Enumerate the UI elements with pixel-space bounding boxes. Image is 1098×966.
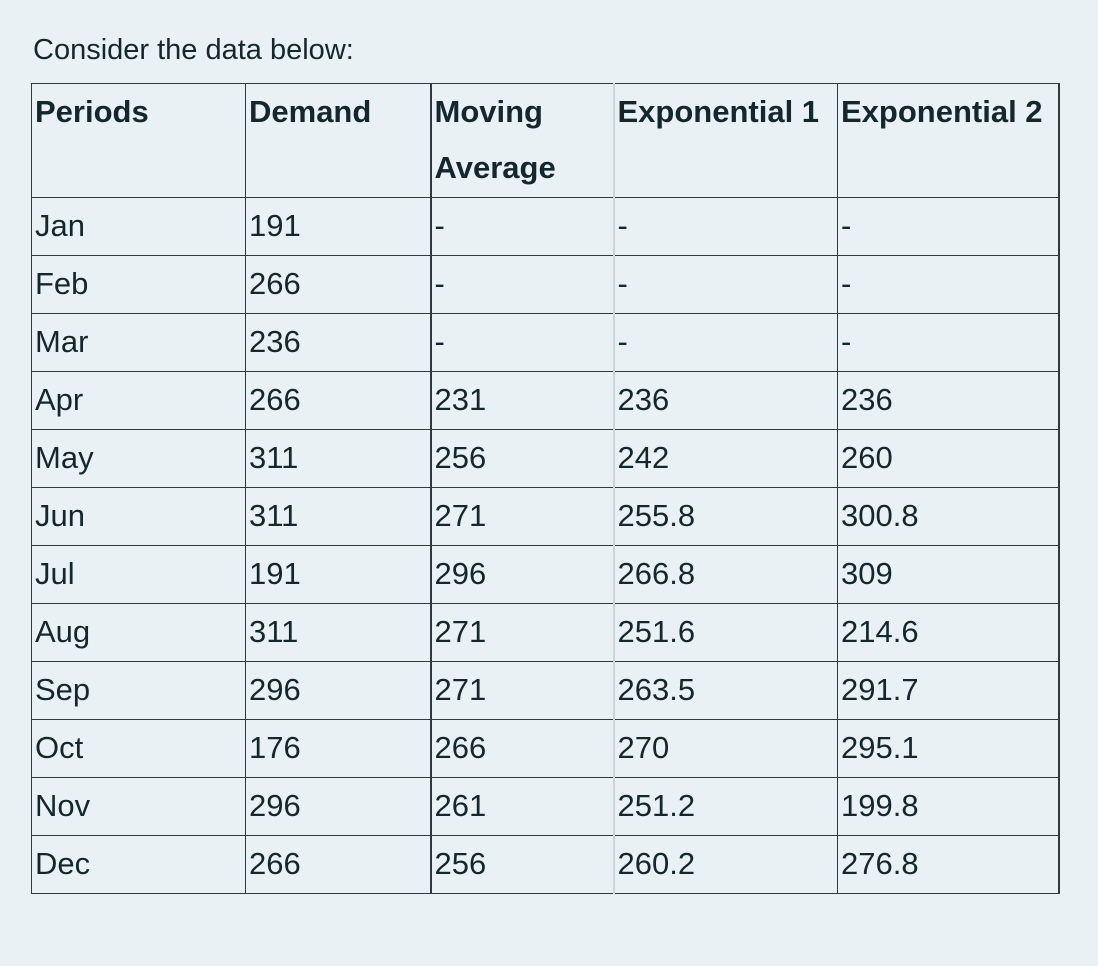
column-header-exponential-2: Exponential 2 [837, 83, 1059, 198]
cell-moving-average: 271 [429, 661, 614, 720]
cell-moving-average: 271 [429, 487, 614, 546]
table-row: Dec 266 256 260.2 276.8 [31, 835, 1059, 894]
cell-exponential-2: 214.6 [837, 603, 1059, 662]
cell-exponential-2: 295.1 [837, 719, 1059, 778]
cell-exponential-2: 300.8 [837, 487, 1059, 546]
cell-exponential-1: 266.8 [612, 545, 838, 604]
table-body: Jan 191 - - - Feb 266 - - - Mar 236 - - … [31, 197, 1059, 894]
header-row: Periods Demand Moving Average Exponentia… [31, 83, 1059, 198]
cell-demand: 191 [245, 545, 431, 604]
cell-period: Aug [31, 603, 246, 662]
cell-moving-average: - [429, 313, 614, 372]
table-row: May 311 256 242 260 [31, 429, 1059, 488]
cell-demand: 311 [245, 487, 431, 546]
cell-demand: 266 [245, 835, 431, 894]
cell-exponential-1: - [612, 255, 838, 314]
cell-exponential-2: 276.8 [837, 835, 1059, 894]
cell-moving-average: 256 [429, 835, 614, 894]
table-row: Nov 296 261 251.2 199.8 [31, 777, 1059, 836]
table-header: Periods Demand Moving Average Exponentia… [31, 83, 1059, 198]
cell-exponential-2: 291.7 [837, 661, 1059, 720]
table-row: Jun 311 271 255.8 300.8 [31, 487, 1059, 546]
cell-period: Jan [31, 197, 246, 256]
table-row: Sep 296 271 263.5 291.7 [31, 661, 1059, 720]
table-row: Mar 236 - - - [31, 313, 1059, 372]
cell-exponential-1: 242 [612, 429, 838, 488]
table-row: Feb 266 - - - [31, 255, 1059, 314]
cell-period: Apr [31, 371, 246, 430]
cell-demand: 176 [245, 719, 431, 778]
cell-moving-average: 261 [429, 777, 614, 836]
table-row: Apr 266 231 236 236 [31, 371, 1059, 430]
intro-text: Consider the data below: [33, 34, 354, 66]
cell-exponential-1: 255.8 [612, 487, 838, 546]
cell-exponential-1: 270 [612, 719, 838, 778]
cell-period: Jul [31, 545, 246, 604]
cell-period: Feb [31, 255, 246, 314]
cell-exponential-2: 260 [837, 429, 1059, 488]
cell-moving-average: - [429, 197, 614, 256]
cell-demand: 296 [245, 661, 431, 720]
table-row: Aug 311 271 251.6 214.6 [31, 603, 1059, 662]
cell-moving-average: 271 [429, 603, 614, 662]
cell-moving-average: 256 [429, 429, 614, 488]
cell-demand: 296 [245, 777, 431, 836]
table-row: Oct 176 266 270 295.1 [31, 719, 1059, 778]
column-header-periods: Periods [31, 83, 246, 198]
table-row: Jan 191 - - - [31, 197, 1059, 256]
cell-period: Mar [31, 313, 246, 372]
cell-moving-average: 266 [429, 719, 614, 778]
table-row: Jul 191 296 266.8 309 [31, 545, 1059, 604]
cell-exponential-1: 260.2 [612, 835, 838, 894]
page: Consider the data below: Periods Demand … [31, 34, 1060, 894]
data-table: Periods Demand Moving Average Exponentia… [31, 83, 1060, 894]
cell-exponential-2: - [837, 313, 1059, 372]
cell-moving-average: 296 [429, 545, 614, 604]
column-header-exponential-1: Exponential 1 [612, 83, 838, 198]
cell-demand: 311 [245, 429, 431, 488]
cell-exponential-1: - [612, 313, 838, 372]
cell-exponential-1: 251.2 [612, 777, 838, 836]
cell-exponential-2: 309 [837, 545, 1059, 604]
cell-period: Jun [31, 487, 246, 546]
cell-exponential-1: 263.5 [612, 661, 838, 720]
cell-exponential-2: 199.8 [837, 777, 1059, 836]
cell-exponential-2: 236 [837, 371, 1059, 430]
cell-demand: 266 [245, 371, 431, 430]
cell-demand: 266 [245, 255, 431, 314]
cell-demand: 191 [245, 197, 431, 256]
cell-demand: 311 [245, 603, 431, 662]
cell-demand: 236 [245, 313, 431, 372]
cell-moving-average: 231 [429, 371, 614, 430]
cell-period: Nov [31, 777, 246, 836]
cell-period: May [31, 429, 246, 488]
cell-period: Sep [31, 661, 246, 720]
cell-exponential-2: - [837, 197, 1059, 256]
cell-exponential-1: 236 [612, 371, 838, 430]
cell-exponential-1: - [612, 197, 838, 256]
cell-exponential-1: 251.6 [612, 603, 838, 662]
cell-moving-average: - [429, 255, 614, 314]
cell-period: Dec [31, 835, 246, 894]
column-header-moving-average: Moving Average [429, 83, 614, 198]
cell-exponential-2: - [837, 255, 1059, 314]
column-header-demand: Demand [245, 83, 431, 198]
cell-period: Oct [31, 719, 246, 778]
